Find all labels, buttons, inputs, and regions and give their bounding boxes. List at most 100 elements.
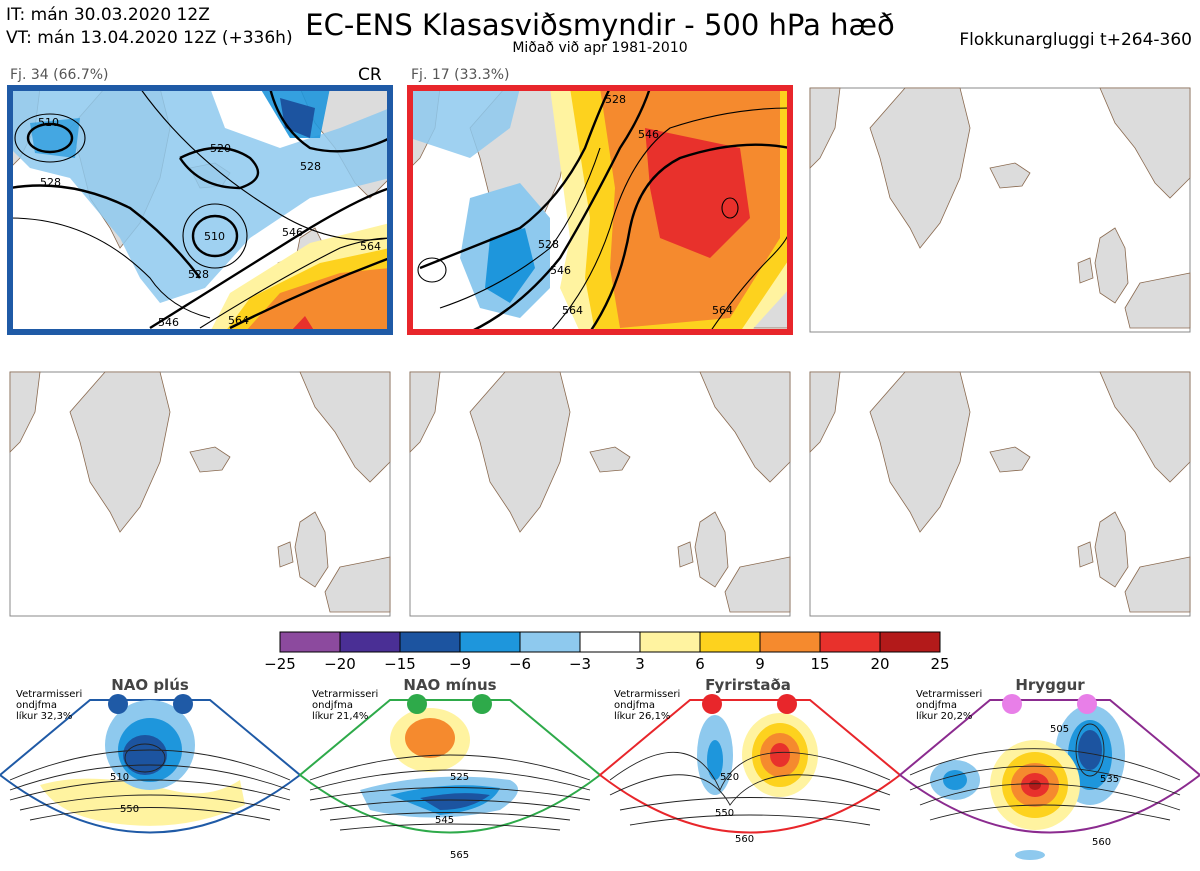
cluster-1-label: Fj. 34 (66.7%) [10,67,109,83]
note-line: ondjfma [916,700,957,711]
contour-label: 550 [120,804,139,815]
colorbar-swatch [399,631,461,653]
regime-3-dot [702,694,722,714]
note-line: Vetrarmisseri [16,689,83,700]
colorbar [279,631,941,653]
empty-panel-6 [809,371,1191,617]
contour-label: 510 [38,116,59,129]
cluster-2-contour-labels: 528 528 546 546 564 564 [538,93,733,317]
cluster-2-border [407,85,793,335]
colorbar-swatch [339,631,401,653]
note-line: líkur 32,3% [16,711,73,722]
regime-2-note: Vetrarmisseri ondjfma líkur 21,4% [312,689,378,722]
regime-4-map: 505 535 560 [898,699,1200,860]
contour-label: 520 [720,772,739,783]
colorbar-tick-label: −15 [384,655,416,673]
contour-label: 510 [110,772,129,783]
colorbar-swatch [819,631,881,653]
contour-label: 560 [735,834,754,845]
regime-2-dot [472,694,492,714]
contour-label: 528 [40,176,61,189]
contour-label: 528 [538,238,559,251]
colorbar-tick-label: 25 [930,655,950,673]
note-line: Vetrarmisseri [614,689,681,700]
contour-label: 520 [210,142,231,155]
regime-3-map: 520 550 560 [598,699,902,845]
contour-label: 550 [715,808,734,819]
regime-1-title: NAO plús [111,676,189,694]
note-line: líkur 20,2% [916,711,973,722]
contour-label: 525 [450,772,469,783]
regime-1-note: Vetrarmisseri ondjfma líkur 32,3% [16,689,82,722]
contour-label: 564 [360,240,381,253]
regime-2-title: NAO mínus [403,676,497,694]
contour-label: 546 [158,316,179,329]
note-line: Vetrarmisseri [916,689,983,700]
regime-maps: 510 550 525 545 565 520 550 560 [0,694,1200,861]
cluster-1-contour-labels: 510 528 520 528 510 528 546 546 564 564 [38,116,381,329]
regime-3-dot [777,694,797,714]
page-subtitle: Miðað við apr 1981-2010 [512,40,688,56]
colorbar-swatch [579,631,641,653]
contour-label: 510 [204,230,225,243]
colorbar-tick-label: 6 [695,655,705,673]
empty-panel-4 [9,371,391,617]
contour-label: 535 [1100,774,1119,785]
colorbar-swatch [519,631,581,653]
cluster-1-border [7,85,393,335]
regime-4-title: Hryggur [1015,676,1085,694]
cluster-1-tag: CR [358,65,382,85]
colorbar-swatch [459,631,521,653]
contour-label: 564 [712,304,733,317]
regime-1-map: 510 550 [0,699,302,834]
it-line: IT: mán 30.03.2020 12Z [6,5,210,25]
cluster-2-map: 528 528 546 546 564 564 [409,87,791,334]
note-line: ondjfma [312,700,353,711]
note-line: ondjfma [614,700,655,711]
colorbar-swatch [639,631,701,653]
regime-4-note: Vetrarmisseri ondjfma líkur 20,2% [916,689,982,722]
regime-3-title: Fyrirstaða [705,676,791,694]
regime-dots [108,694,1097,714]
note-line: Vetrarmisseri [312,689,379,700]
contour-label: 528 [605,93,626,106]
contour-label: 546 [282,226,303,239]
window-label: Flokkunargluggi t+264-360 [959,30,1192,50]
contour-label: 564 [228,314,249,327]
note-line: líkur 26,1% [614,711,671,722]
contour-label: 564 [562,304,583,317]
header-info: IT: mán 30.03.2020 12Z VT: mán 13.04.202… [6,4,293,50]
colorbar-tick-label: 15 [810,655,830,673]
contour-label: 528 [300,160,321,173]
colorbar-tick-label: −9 [448,655,472,673]
regime-2-map: 525 545 565 [298,699,602,861]
regime-2-dot [407,694,427,714]
contour-label: 546 [550,264,571,277]
contour-label: 528 [188,268,209,281]
regime-1-dot [173,694,193,714]
contour-label: 565 [450,850,469,861]
contour-label: 546 [638,128,659,141]
contour-label: 505 [1050,724,1069,735]
vt-line: VT: mán 13.04.2020 12Z (+336h) [6,28,293,48]
note-line: líkur 21,4% [312,711,369,722]
colorbar-swatch [279,631,341,653]
colorbar-tick-label: −25 [264,655,296,673]
colorbar-tick-label: −3 [568,655,592,673]
regime-1-dot [108,694,128,714]
colorbar-tick-label: −20 [324,655,356,673]
colorbar-tick-label: 3 [635,655,645,673]
note-line: ondjfma [16,700,57,711]
cluster-map-grid: 510 528 520 528 510 528 546 546 564 564 [7,85,1191,617]
colorbar-tick-label: 9 [755,655,765,673]
colorbar-swatch [699,631,761,653]
page-title: EC-ENS Klasasviðsmyndir - 500 hPa hæð [305,8,895,42]
colorbar-swatch [759,631,821,653]
colorbar-tick-label: 20 [870,655,890,673]
cluster-2-label: Fj. 17 (33.3%) [411,67,510,83]
regime-3-note: Vetrarmisseri ondjfma líkur 26,1% [614,689,680,722]
colorbar-tick-label: −6 [508,655,532,673]
colorbar-swatch [879,631,941,653]
regime-4-dot [1077,694,1097,714]
empty-panel-3 [809,87,1191,333]
